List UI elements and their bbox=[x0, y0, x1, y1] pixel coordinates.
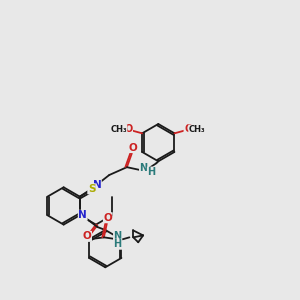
Text: O: O bbox=[124, 124, 133, 134]
Text: O: O bbox=[184, 124, 192, 134]
Text: N: N bbox=[78, 210, 87, 220]
Text: O: O bbox=[83, 231, 92, 242]
Text: O: O bbox=[103, 213, 112, 223]
Text: CH₃: CH₃ bbox=[110, 125, 127, 134]
Text: CH₃: CH₃ bbox=[189, 125, 205, 134]
Text: H: H bbox=[113, 239, 122, 249]
Text: N: N bbox=[113, 231, 122, 242]
Text: N: N bbox=[140, 163, 148, 173]
Text: N: N bbox=[92, 180, 101, 190]
Text: S: S bbox=[88, 184, 95, 194]
Text: H: H bbox=[147, 167, 155, 177]
Text: O: O bbox=[128, 142, 137, 152]
